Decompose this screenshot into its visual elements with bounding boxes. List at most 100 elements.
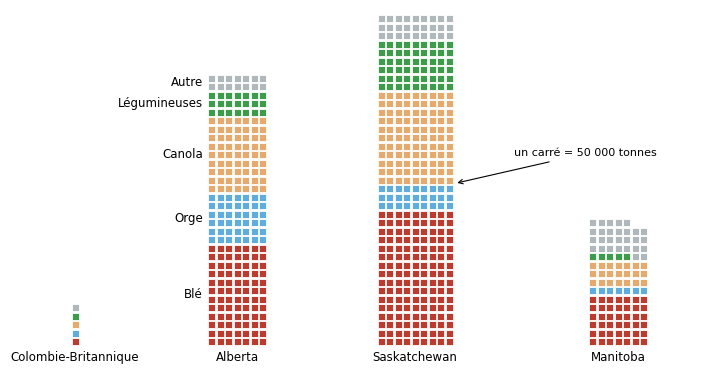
Bar [377, 168, 384, 175]
Bar [631, 279, 639, 285]
Bar [446, 160, 452, 166]
Text: Manitoba: Manitoba [590, 351, 645, 364]
Bar [208, 142, 215, 150]
Bar [242, 109, 249, 116]
Bar [395, 210, 402, 217]
Bar [403, 261, 410, 269]
Bar [395, 338, 402, 345]
Bar [233, 75, 240, 81]
Bar [217, 279, 223, 285]
Bar [437, 100, 444, 107]
Bar [631, 321, 639, 328]
Bar [428, 261, 436, 269]
Bar [412, 83, 418, 90]
Bar [614, 261, 621, 269]
Bar [208, 160, 215, 166]
Bar [598, 304, 605, 311]
Text: Orge: Orge [174, 212, 203, 225]
Bar [395, 75, 402, 81]
Bar [233, 83, 240, 90]
Bar [259, 83, 266, 90]
Bar [403, 236, 410, 243]
Bar [589, 304, 596, 311]
Bar [631, 253, 639, 260]
Bar [403, 210, 410, 217]
Bar [403, 304, 410, 311]
Bar [420, 134, 427, 141]
Bar [412, 151, 418, 158]
Bar [242, 117, 249, 124]
Bar [420, 117, 427, 124]
Bar [446, 185, 452, 192]
Bar [259, 236, 266, 243]
Bar [377, 279, 384, 285]
Bar [598, 244, 605, 251]
Bar [233, 313, 240, 320]
Bar [208, 91, 215, 98]
Bar [403, 194, 410, 201]
Bar [242, 185, 249, 192]
Bar [395, 91, 402, 98]
Bar [225, 151, 232, 158]
Bar [623, 219, 630, 226]
Bar [428, 202, 436, 209]
Bar [420, 109, 427, 116]
Bar [428, 91, 436, 98]
Text: Canola: Canola [162, 148, 203, 161]
Bar [208, 83, 215, 90]
Bar [386, 228, 393, 235]
Bar [420, 83, 427, 90]
Bar [437, 202, 444, 209]
Bar [437, 75, 444, 81]
Bar [420, 253, 427, 260]
Bar [420, 176, 427, 184]
Bar [420, 304, 427, 311]
Bar [233, 202, 240, 209]
Bar [217, 202, 223, 209]
Bar [446, 202, 452, 209]
Bar [428, 287, 436, 294]
Bar [428, 313, 436, 320]
Bar [233, 210, 240, 217]
Bar [395, 244, 402, 251]
Bar [403, 202, 410, 209]
Bar [377, 125, 384, 132]
Bar [437, 160, 444, 166]
Bar [412, 125, 418, 132]
Bar [428, 49, 436, 56]
Bar [395, 279, 402, 285]
Bar [251, 134, 258, 141]
Bar [428, 279, 436, 285]
Bar [446, 228, 452, 235]
Bar [377, 270, 384, 277]
Bar [437, 194, 444, 201]
Bar [428, 304, 436, 311]
Bar [606, 321, 613, 328]
Bar [428, 185, 436, 192]
Bar [420, 279, 427, 285]
Bar [208, 117, 215, 124]
Bar [259, 202, 266, 209]
Bar [386, 338, 393, 345]
Bar [437, 329, 444, 336]
Bar [446, 236, 452, 243]
Bar [428, 338, 436, 345]
Bar [217, 287, 223, 294]
Bar [208, 202, 215, 209]
Bar [589, 279, 596, 285]
Bar [395, 41, 402, 47]
Bar [242, 100, 249, 107]
Bar [251, 219, 258, 226]
Bar [614, 329, 621, 336]
Bar [420, 194, 427, 201]
Bar [428, 228, 436, 235]
Bar [377, 244, 384, 251]
Bar [233, 244, 240, 251]
Bar [225, 219, 232, 226]
Bar [428, 100, 436, 107]
Bar [251, 75, 258, 81]
Bar [606, 270, 613, 277]
Bar [412, 23, 418, 31]
Bar [412, 295, 418, 303]
Bar [217, 304, 223, 311]
